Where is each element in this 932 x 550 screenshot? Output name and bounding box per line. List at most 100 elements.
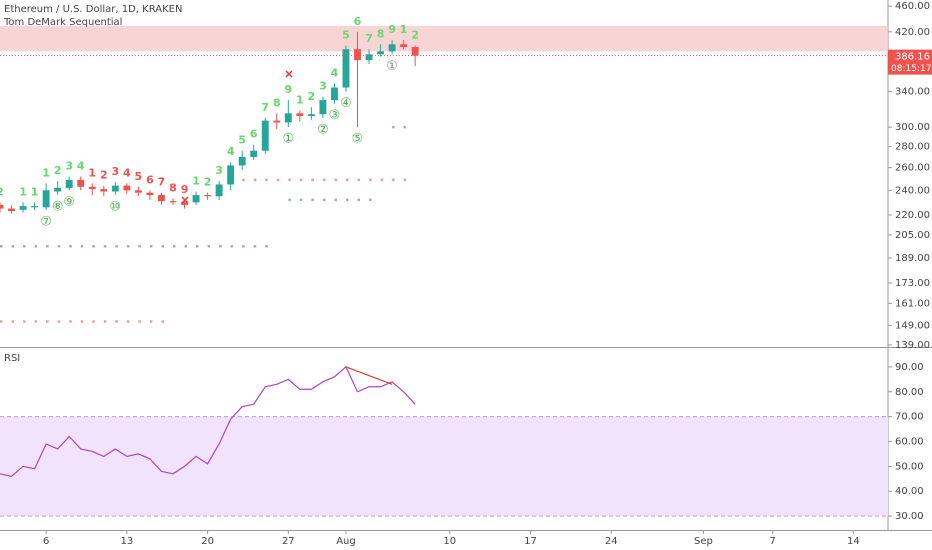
candle-body (250, 150, 258, 157)
candle-body (0, 204, 4, 209)
setup-count: 3 (215, 164, 223, 177)
setup-count: 3 (65, 159, 73, 172)
rsi-tick-label: 60.00 (895, 436, 924, 447)
countdown-count: ⑤ (352, 132, 364, 147)
setup-count: 5 (135, 170, 143, 183)
candle-body (354, 49, 361, 61)
candle-body (388, 44, 396, 52)
setup-count: 6 (354, 15, 362, 28)
setup-count: 2 (0, 185, 4, 198)
setup-count: 5 (238, 134, 246, 147)
candle-body (319, 100, 327, 115)
setup-count: 1 (88, 166, 96, 179)
candle-body (307, 114, 315, 117)
candle-body (181, 202, 188, 205)
setup-count: 4 (331, 66, 339, 79)
setup-count: 8 (169, 182, 177, 195)
candle-body (215, 184, 223, 197)
candle-body (411, 47, 419, 56)
setup-count: 7 (365, 32, 373, 45)
cross-marks (181, 70, 293, 204)
x-tick-label: 24 (605, 536, 618, 547)
countdown-count: ⑦ (40, 214, 52, 229)
rsi-tick-label: 50.00 (895, 461, 924, 472)
candle-body (146, 192, 154, 196)
x-tick-label: 17 (524, 536, 537, 547)
rsi-tick-label: 80.00 (895, 387, 924, 398)
rsi-tick-label: 90.00 (895, 362, 924, 373)
candle-body (88, 186, 96, 190)
setup-count: 1 (31, 185, 39, 198)
resistance-zone (0, 25, 888, 52)
x-tick-label: 13 (120, 536, 133, 547)
rsi-band (0, 416, 888, 517)
setup-count: 2 (411, 29, 419, 42)
setup-count: 1 (192, 174, 200, 187)
x-tick-label: 20 (201, 536, 214, 547)
countdown-count: ⑨ (63, 195, 75, 210)
x-tick-label: Aug (336, 536, 356, 547)
setup-count: 1 (42, 166, 50, 179)
setup-count: 8 (377, 27, 385, 40)
candle-body (342, 49, 350, 88)
candle-body (111, 185, 119, 192)
y-tick-label: 340.00 (895, 87, 930, 98)
candle-body (400, 44, 408, 48)
y-tick-label: 139.00 (895, 340, 930, 351)
setup-count: 6 (250, 128, 258, 141)
candle-body (77, 179, 85, 187)
y-tick-label: 260.00 (895, 163, 930, 174)
rsi-tick-label: 70.00 (895, 412, 924, 423)
candle-body (296, 113, 304, 117)
candle-body (377, 51, 385, 55)
candle-body (238, 156, 246, 166)
countdown-count: ⑩ (109, 200, 121, 215)
setup-count: 3 (111, 165, 119, 178)
candle-body (19, 206, 27, 210)
y-tick-label: 161.00 (895, 298, 930, 309)
countdown-count: ② (317, 122, 329, 137)
setup-count: 2 (54, 164, 62, 177)
last-price-label: 386.16 (895, 52, 930, 63)
setup-count: 5 (342, 29, 350, 42)
countdown-count: ⑧ (52, 200, 64, 215)
candle-body (284, 113, 292, 123)
countdown-count: ① (282, 132, 294, 147)
candle-body (100, 189, 108, 192)
setup-count: 1 (296, 94, 304, 107)
candle-body (123, 185, 131, 191)
setup-count: 2 (100, 169, 108, 182)
candle-body (273, 120, 281, 123)
setup-count: 6 (146, 173, 154, 186)
candle-body (134, 190, 142, 193)
setup-count: 2 (204, 176, 212, 189)
candle-body (192, 195, 200, 203)
candle-body (65, 179, 73, 188)
y-tick-label: 240.00 (895, 185, 930, 196)
y-tick-label: 189.00 (895, 253, 930, 264)
countdown-timer: 08:15:17 (891, 64, 931, 74)
setup-count: 1 (400, 23, 408, 36)
x-tick-label: 10 (443, 536, 456, 547)
setup-count: 9 (388, 23, 396, 36)
y-tick-label: 460.00 (895, 1, 930, 12)
candle-body (157, 195, 165, 202)
setup-count: 9 (284, 83, 292, 96)
chart-subtitle: Tom DeMark Sequential (3, 17, 122, 28)
countdown-count: ③ (329, 108, 341, 123)
setup-count: 8 (273, 96, 281, 109)
candle-body (365, 54, 373, 61)
x-tick-label: 7 (769, 536, 775, 547)
setup-count: 4 (227, 145, 235, 158)
candle-body (54, 187, 62, 192)
x-tick-label: 6 (43, 536, 49, 547)
y-tick-label: 149.00 (895, 320, 930, 331)
y-tick-label: 205.00 (895, 230, 930, 241)
candle-body (31, 206, 39, 208)
setup-count: 3 (319, 80, 327, 93)
candle-body (330, 87, 338, 101)
price-axis-bg (888, 0, 932, 550)
setup-count: 4 (123, 166, 131, 179)
setup-count: 2 (308, 90, 316, 103)
